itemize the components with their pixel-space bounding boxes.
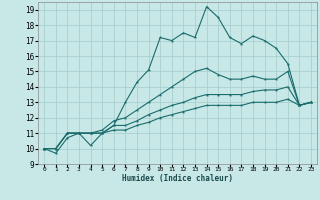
X-axis label: Humidex (Indice chaleur): Humidex (Indice chaleur) bbox=[122, 174, 233, 183]
